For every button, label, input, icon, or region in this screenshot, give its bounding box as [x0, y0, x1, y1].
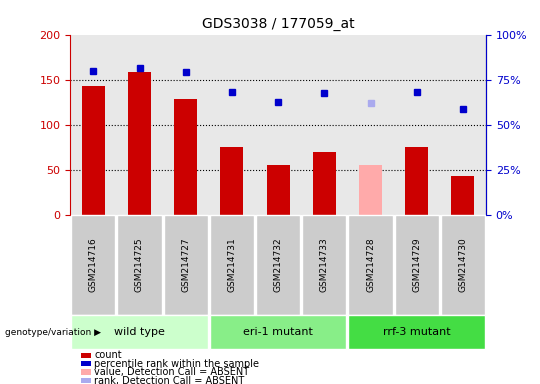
Text: GSM214728: GSM214728: [366, 238, 375, 292]
Text: count: count: [94, 350, 122, 360]
Text: GSM214730: GSM214730: [458, 238, 468, 292]
Text: GSM214725: GSM214725: [135, 238, 144, 292]
Text: genotype/variation ▶: genotype/variation ▶: [5, 328, 102, 337]
Text: GSM214733: GSM214733: [320, 238, 329, 292]
Text: GSM214716: GSM214716: [89, 238, 98, 292]
Bar: [128, 71, 151, 215]
Text: wild type: wild type: [114, 327, 165, 337]
Text: GSM214731: GSM214731: [227, 238, 237, 292]
Bar: [220, 147, 244, 215]
Bar: [313, 152, 336, 215]
Bar: [82, 86, 105, 215]
Bar: [405, 147, 428, 215]
Text: GSM214727: GSM214727: [181, 238, 190, 292]
Bar: [451, 176, 475, 215]
Text: rank, Detection Call = ABSENT: rank, Detection Call = ABSENT: [94, 376, 245, 384]
Bar: [174, 99, 197, 215]
Text: GSM214729: GSM214729: [412, 238, 421, 292]
Text: value, Detection Call = ABSENT: value, Detection Call = ABSENT: [94, 367, 249, 377]
Bar: [267, 164, 289, 215]
Text: eri-1 mutant: eri-1 mutant: [243, 327, 313, 337]
Text: rrf-3 mutant: rrf-3 mutant: [383, 327, 450, 337]
Text: GSM214732: GSM214732: [274, 238, 282, 292]
Title: GDS3038 / 177059_at: GDS3038 / 177059_at: [202, 17, 354, 31]
Bar: [359, 164, 382, 215]
Text: percentile rank within the sample: percentile rank within the sample: [94, 359, 260, 369]
